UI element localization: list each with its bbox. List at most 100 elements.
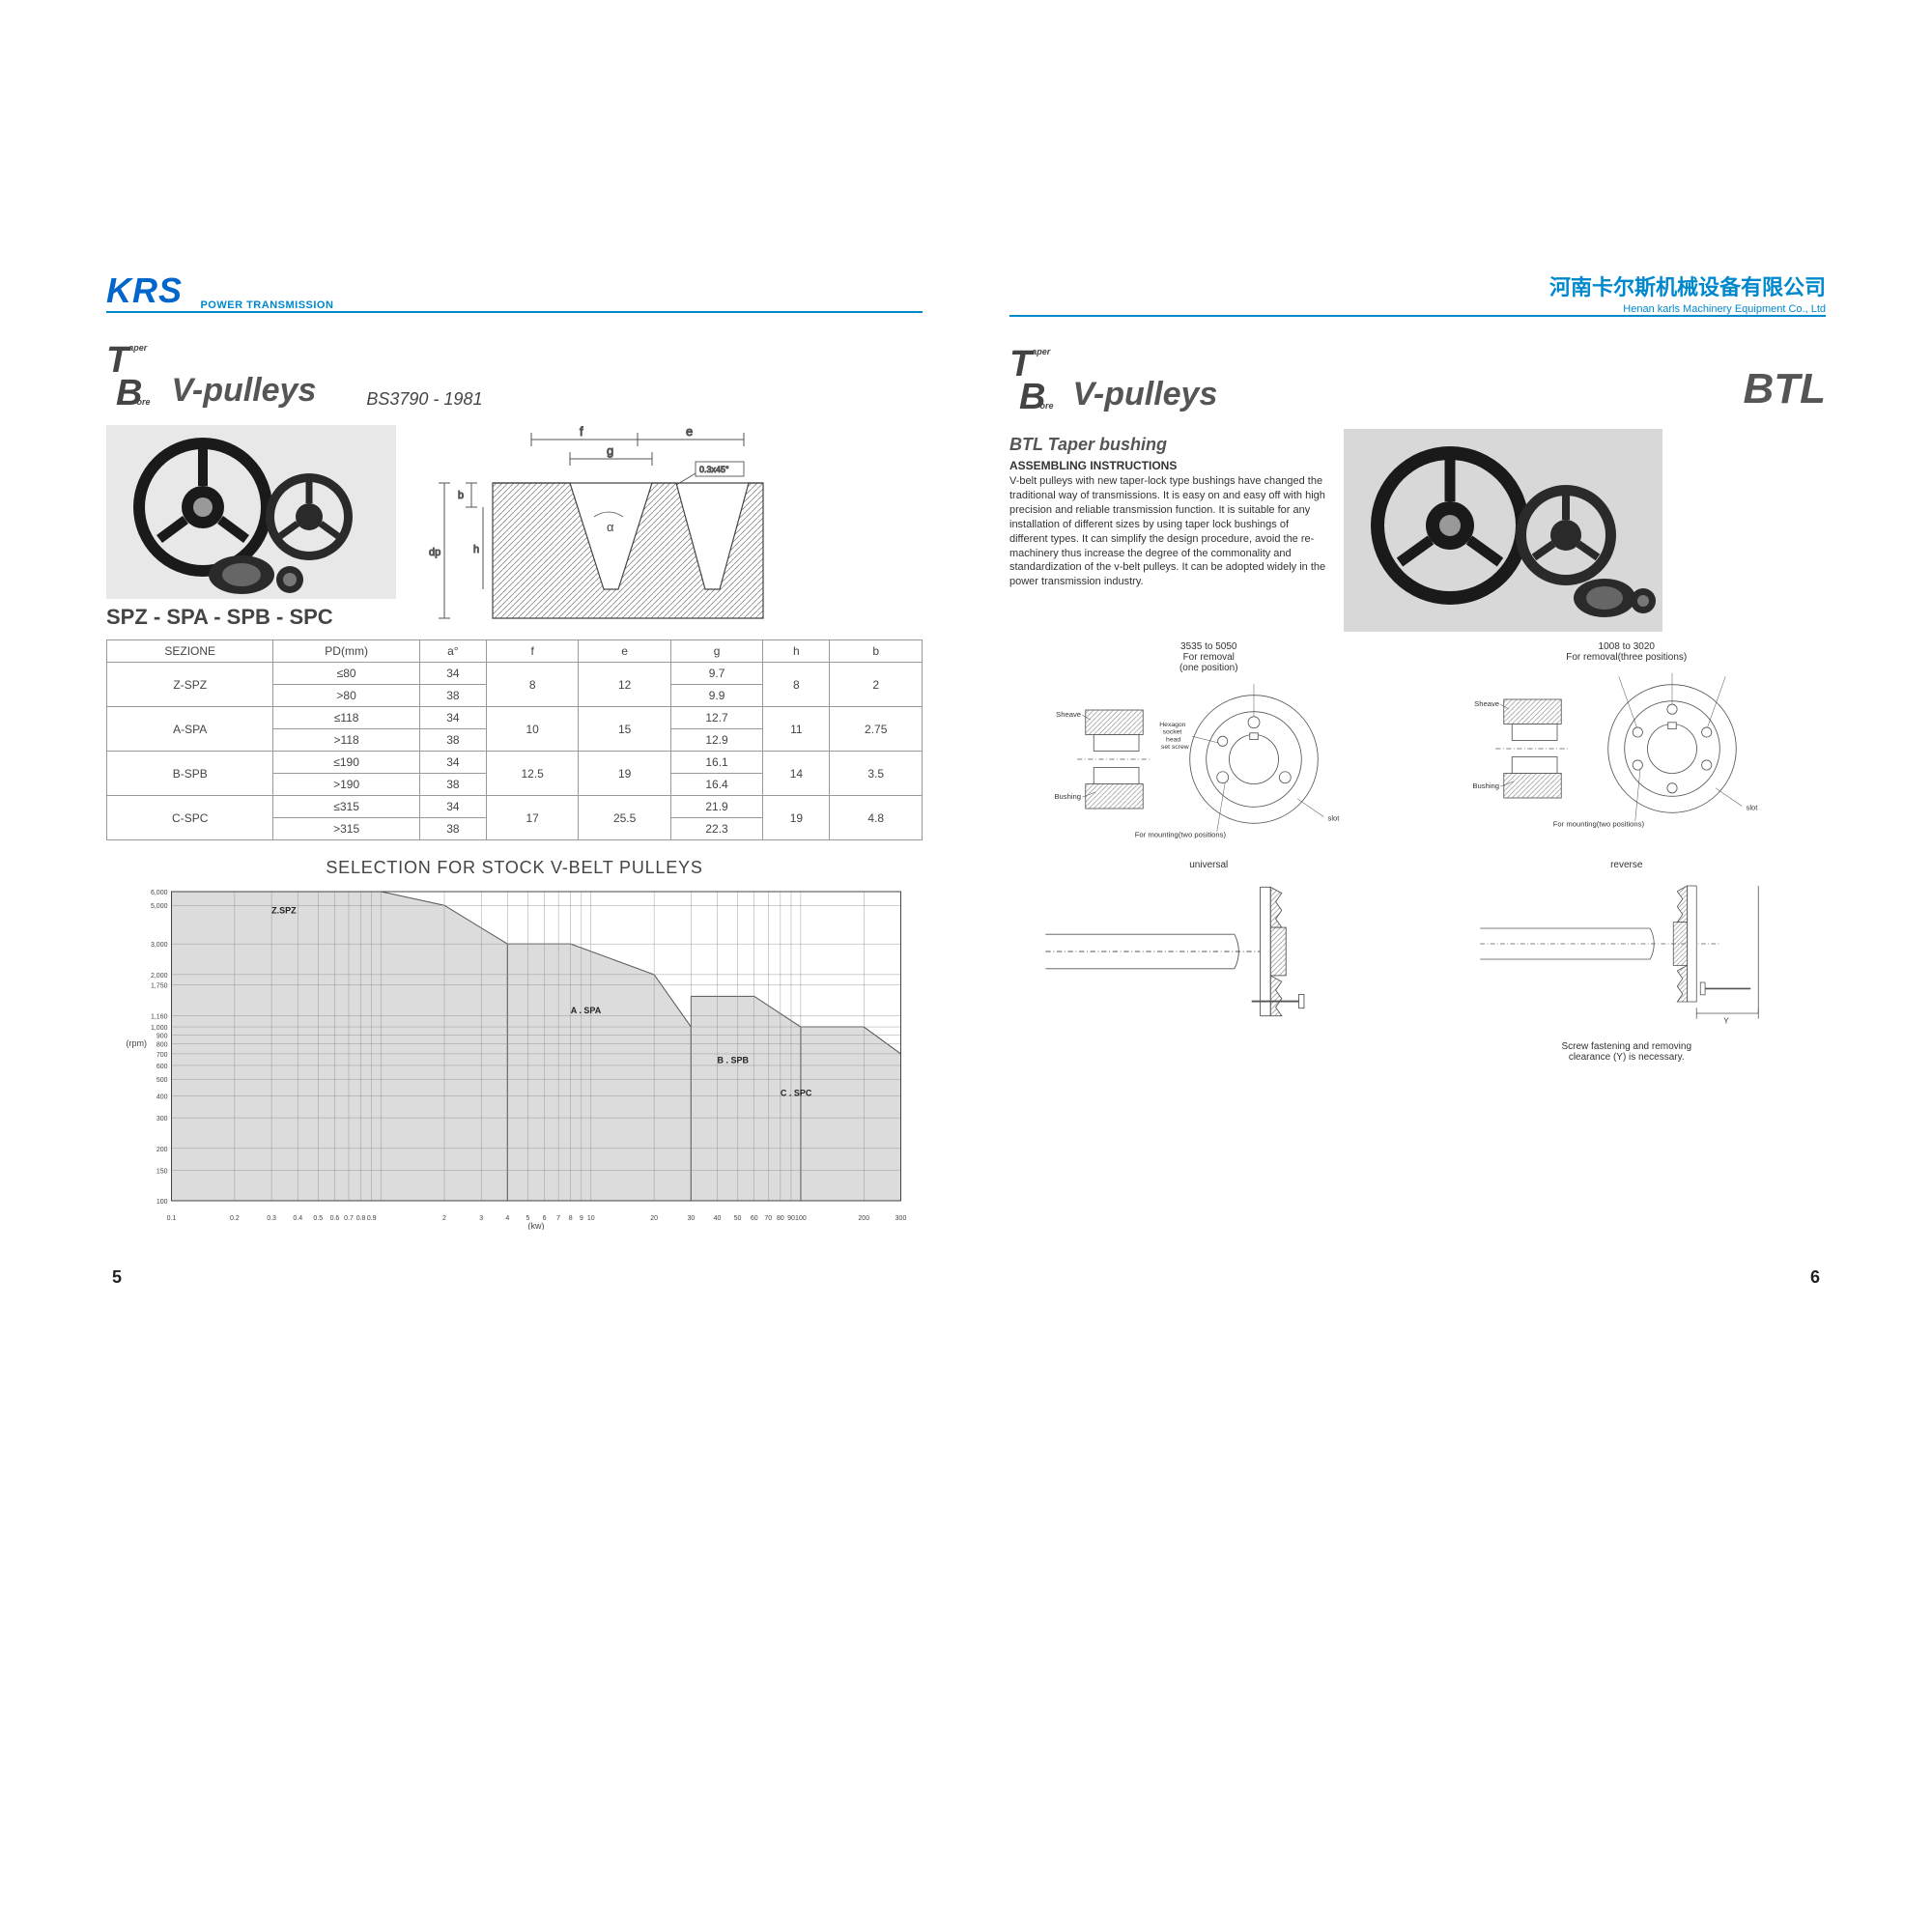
svg-text:2: 2	[442, 1215, 446, 1222]
svg-text:set screw: set screw	[1161, 744, 1189, 751]
svg-text:C . SPC: C . SPC	[781, 1089, 812, 1098]
svg-text:For mounting(two positions): For mounting(two positions)	[1135, 831, 1227, 839]
profile-list: SPZ - SPA - SPB - SPC	[106, 605, 396, 630]
page-number-left: 5	[112, 1267, 122, 1288]
selection-chart: 0.10.20.30.40.50.60.70.80.92345678910203…	[106, 882, 923, 1230]
svg-text:h: h	[473, 544, 479, 555]
tb-logo-right: Taper Bore	[1009, 348, 1053, 413]
right-title-row: Taper Bore V-pulleys BTL	[1009, 348, 1826, 413]
svg-text:0.5: 0.5	[313, 1215, 323, 1222]
svg-text:(rpm): (rpm)	[127, 1038, 148, 1048]
svg-text:0.4: 0.4	[293, 1215, 302, 1222]
clearance-note: Screw fastening and removing clearance (…	[1428, 1041, 1827, 1063]
company-cn: 河南卡尔斯机械设备有限公司	[1009, 270, 1826, 301]
table-header: e	[579, 640, 670, 663]
table-header: SEZIONE	[107, 640, 273, 663]
brand-subtitle: POWER TRANSMISSION	[200, 299, 333, 311]
svg-text:1,000: 1,000	[151, 1025, 168, 1032]
svg-text:8: 8	[569, 1215, 573, 1222]
svg-text:600: 600	[156, 1064, 168, 1070]
svg-text:9: 9	[580, 1215, 583, 1222]
bushing-diagrams: 3535 to 5050For removal(one position) Sh…	[1009, 641, 1826, 846]
svg-text:g: g	[607, 443, 613, 458]
svg-text:300: 300	[895, 1215, 907, 1222]
instruction-block: BTL Taper bushing ASSEMBLING INSTRUCTION…	[1009, 429, 1328, 589]
spec-table: SEZIONEPD(mm)a°feghb Z-SPZ≤80348129.782>…	[106, 639, 923, 840]
svg-text:Hexagon: Hexagon	[1159, 722, 1185, 728]
universal-diagram: universal	[1009, 856, 1408, 1063]
svg-text:200: 200	[156, 1147, 168, 1153]
brand-logo: KRS	[106, 270, 183, 311]
svg-text:1,750: 1,750	[151, 983, 168, 990]
header-rule: KRS POWER TRANSMISSION	[106, 270, 923, 313]
table-row: Z-SPZ≤80348129.782	[107, 663, 923, 685]
svg-text:slot: slot	[1328, 814, 1341, 823]
svg-text:Bushing: Bushing	[1472, 781, 1499, 790]
svg-text:0.1: 0.1	[167, 1215, 177, 1222]
pulley-photo	[106, 425, 396, 599]
svg-text:0.9: 0.9	[367, 1215, 377, 1222]
svg-text:5,000: 5,000	[151, 904, 168, 911]
table-header: g	[670, 640, 762, 663]
svg-text:slot: slot	[1746, 804, 1758, 812]
svg-text:100: 100	[795, 1215, 807, 1222]
svg-text:0.7: 0.7	[344, 1215, 354, 1222]
svg-text:500: 500	[156, 1078, 168, 1085]
chart-title: SELECTION FOR STOCK V-BELT PULLEYS	[106, 858, 923, 878]
svg-text:b: b	[458, 490, 464, 501]
svg-text:For mounting(two positions): For mounting(two positions)	[1552, 820, 1644, 829]
table-header: b	[830, 640, 923, 663]
svg-text:0.8: 0.8	[356, 1215, 366, 1222]
bs-spec: BS3790 - 1981	[366, 389, 482, 410]
svg-text:f: f	[580, 425, 583, 439]
table-header: h	[763, 640, 830, 663]
svg-text:4: 4	[505, 1215, 509, 1222]
table-row: A-SPA≤11834101512.7112.75	[107, 707, 923, 729]
left-col: SPZ - SPA - SPB - SPC	[106, 425, 396, 636]
mounting-diagrams: universal	[1009, 856, 1826, 1063]
tb-logo: Taper Bore	[106, 344, 150, 410]
right-header: 河南卡尔斯机械设备有限公司 Henan karls Machinery Equi…	[1009, 270, 1826, 317]
left-page: KRS POWER TRANSMISSION Taper Bore V-pull…	[106, 270, 923, 1230]
table-header: PD(mm)	[273, 640, 419, 663]
svg-text:50: 50	[734, 1215, 742, 1222]
bushing-diagram-1: 3535 to 5050For removal(one position) Sh…	[1009, 641, 1408, 846]
svg-text:20: 20	[650, 1215, 658, 1222]
svg-text:socket: socket	[1163, 729, 1182, 736]
btl-subtitle: BTL Taper bushing	[1009, 435, 1328, 455]
svg-text:400: 400	[156, 1094, 168, 1101]
vpulleys-title-right: V-pulleys	[1072, 376, 1217, 413]
svg-text:Z.SPZ: Z.SPZ	[271, 906, 297, 916]
svg-text:B . SPB: B . SPB	[717, 1056, 749, 1065]
svg-text:700: 700	[156, 1052, 168, 1059]
svg-text:A . SPA: A . SPA	[571, 1006, 602, 1015]
vpulleys-title: V-pulleys	[171, 372, 316, 410]
svg-text:dp: dp	[429, 547, 440, 558]
svg-text:70: 70	[764, 1215, 772, 1222]
svg-text:e: e	[686, 425, 693, 439]
svg-text:Sheave: Sheave	[1474, 699, 1499, 708]
table-row: B-SPB≤1903412.51916.1143.5	[107, 752, 923, 774]
svg-text:900: 900	[156, 1034, 168, 1040]
svg-text:40: 40	[714, 1215, 722, 1222]
svg-text:100: 100	[156, 1199, 168, 1206]
table-header: a°	[419, 640, 486, 663]
reverse-diagram: reverse	[1428, 856, 1827, 1063]
svg-text:Sheave: Sheave	[1056, 710, 1081, 719]
title-row: Taper Bore V-pulleys BS3790 - 1981	[106, 344, 923, 410]
bushing-diagram-2: 1008 to 3020For removal(three positions)…	[1428, 641, 1827, 846]
svg-text:α: α	[607, 520, 614, 534]
right-top-row: BTL Taper bushing ASSEMBLING INSTRUCTION…	[1009, 429, 1826, 632]
svg-text:0.3x45°: 0.3x45°	[699, 465, 729, 474]
right-page: 河南卡尔斯机械设备有限公司 Henan karls Machinery Equi…	[1009, 270, 1826, 1230]
svg-text:10: 10	[587, 1215, 595, 1222]
company-en: Henan karls Machinery Equipment Co., Ltd	[1009, 303, 1826, 315]
svg-text:3: 3	[479, 1215, 483, 1222]
svg-text:150: 150	[156, 1169, 168, 1176]
svg-text:0.6: 0.6	[330, 1215, 340, 1222]
svg-text:800: 800	[156, 1042, 168, 1049]
svg-text:90: 90	[787, 1215, 795, 1222]
svg-text:1,160: 1,160	[151, 1014, 168, 1021]
left-top-row: SPZ - SPA - SPB - SPC f e g	[106, 425, 923, 636]
svg-text:2,000: 2,000	[151, 973, 168, 980]
